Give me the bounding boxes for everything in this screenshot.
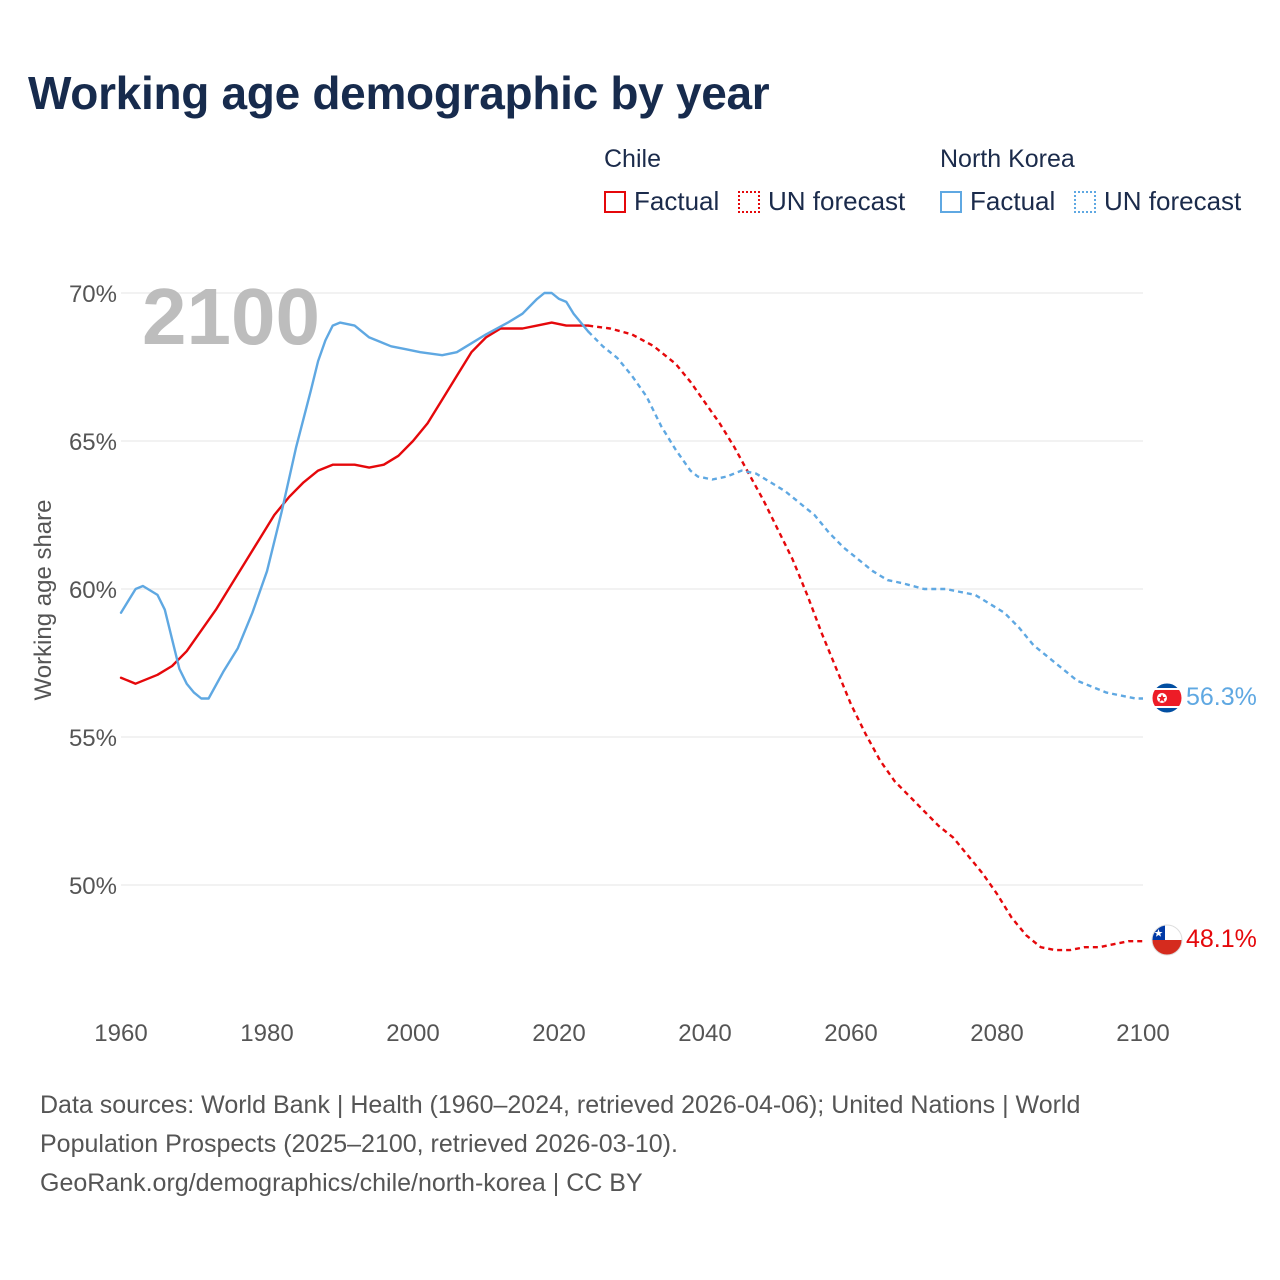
north-korea-forecast-line	[587, 330, 1143, 700]
flag-border	[1151, 682, 1183, 714]
legend-label: Factual	[970, 186, 1056, 216]
legend-label: UN forecast	[768, 186, 906, 216]
chile-factual-line	[119, 321, 590, 685]
y-tick-label: 65%	[69, 429, 117, 456]
chart-title: Working age demographic by year	[28, 67, 770, 119]
north-korea-factual-line	[119, 291, 590, 700]
footer-line: Population Prospects (2025–2100, retriev…	[40, 1130, 678, 1158]
x-tick-label: 1960	[94, 1020, 147, 1047]
legend-label: Factual	[634, 186, 720, 216]
legend-label: UN forecast	[1104, 186, 1242, 216]
series-lines	[119, 291, 1143, 952]
footer-line: Data sources: World Bank | Health (1960–…	[40, 1091, 1081, 1119]
x-tick-label: 2100	[1116, 1020, 1169, 1047]
y-axis-ticks: 50% 55% 60% 65% 70%	[69, 281, 117, 900]
north-korea-flag-icon	[1152, 683, 1182, 713]
legend-group-chile: Chile	[604, 145, 661, 173]
x-tick-label: 2000	[386, 1020, 439, 1047]
x-axis-ticks: 1960 1980 2000 2020 2040 2060 2080 2100	[94, 1020, 1169, 1047]
footer-link[interactable]: GeoRank.org/demographics/chile/north-kor…	[40, 1169, 643, 1197]
legend-chile-factual[interactable]: Factual	[604, 186, 719, 217]
legend-north-korea-factual[interactable]: Factual	[940, 186, 1055, 217]
legend-swatch-dotted-icon	[738, 190, 760, 213]
x-tick-label: 1980	[240, 1020, 293, 1047]
current-year-label: 2100	[142, 272, 320, 361]
legend-chile-forecast[interactable]: UN forecast	[738, 186, 905, 217]
legend-swatch-solid-icon	[604, 190, 626, 213]
x-tick-label: 2040	[678, 1020, 731, 1047]
north-korea-end-label: 56.3%	[1186, 683, 1257, 711]
legend-group-north-korea: North Korea	[940, 145, 1075, 173]
chile-end-label: 48.1%	[1186, 925, 1257, 953]
y-tick-label: 50%	[69, 873, 117, 900]
x-tick-label: 2020	[532, 1020, 585, 1047]
legend-north-korea-forecast[interactable]: UN forecast	[1074, 186, 1241, 217]
x-tick-label: 2080	[970, 1020, 1023, 1047]
y-tick-label: 55%	[69, 725, 117, 752]
grid-lines	[121, 292, 1143, 886]
legend-swatch-dotted-icon	[1074, 190, 1096, 213]
legend-swatch-solid-icon	[940, 190, 962, 213]
flag-border	[1151, 924, 1183, 956]
y-tick-label: 60%	[69, 577, 117, 604]
x-tick-label: 2060	[824, 1020, 877, 1047]
footer-sources: Data sources: World Bank | Health (1960–…	[40, 1086, 1240, 1203]
y-tick-label: 70%	[69, 281, 117, 308]
chile-forecast-line	[588, 324, 1143, 952]
